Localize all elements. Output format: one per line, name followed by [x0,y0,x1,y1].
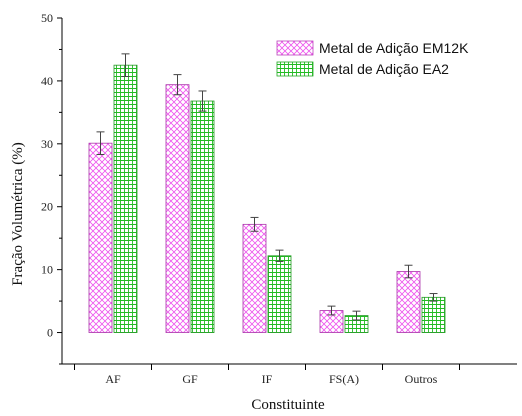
x-tick-label: AF [105,372,121,386]
legend-label-em12k: Metal de Adição EM12K [319,40,469,56]
legend: Metal de Adição EM12K Metal de Adição EA… [276,40,469,77]
x-axis-title: Constituinte [251,397,325,413]
bar-ea2-if [267,255,292,333]
x-axis: AF GF IF FS(A) Outros [62,363,517,386]
bar-ea2-outros [421,296,446,333]
bar-em12k-outros [396,271,421,333]
bar-em12k-if [242,223,267,333]
x-tick-label: Outros [405,372,438,386]
bar-ea2-af [113,64,138,333]
y-tick-label: 10 [41,263,53,277]
y-tick-label: 50 [41,11,53,25]
x-tick-label: IF [262,372,273,386]
y-tick-label: 30 [41,137,53,151]
bars [88,53,446,333]
bar-em12k-gf [165,84,190,333]
bar-ea2-gf [190,100,215,333]
legend-swatch-em12k [276,40,314,56]
y-tick-label: 20 [41,200,53,214]
x-tick-label: GF [182,372,198,386]
y-axis: 0 10 20 30 40 50 [41,11,63,365]
y-tick-label: 0 [47,326,53,340]
y-tick-label: 40 [41,74,53,88]
y-axis-title: Fração Volumétrica (%) [10,142,26,286]
legend-swatch-ea2 [276,61,314,77]
legend-label-ea2: Metal de Adição EA2 [319,61,449,77]
bar-em12k-af [88,142,113,333]
x-tick-label: FS(A) [329,372,359,386]
